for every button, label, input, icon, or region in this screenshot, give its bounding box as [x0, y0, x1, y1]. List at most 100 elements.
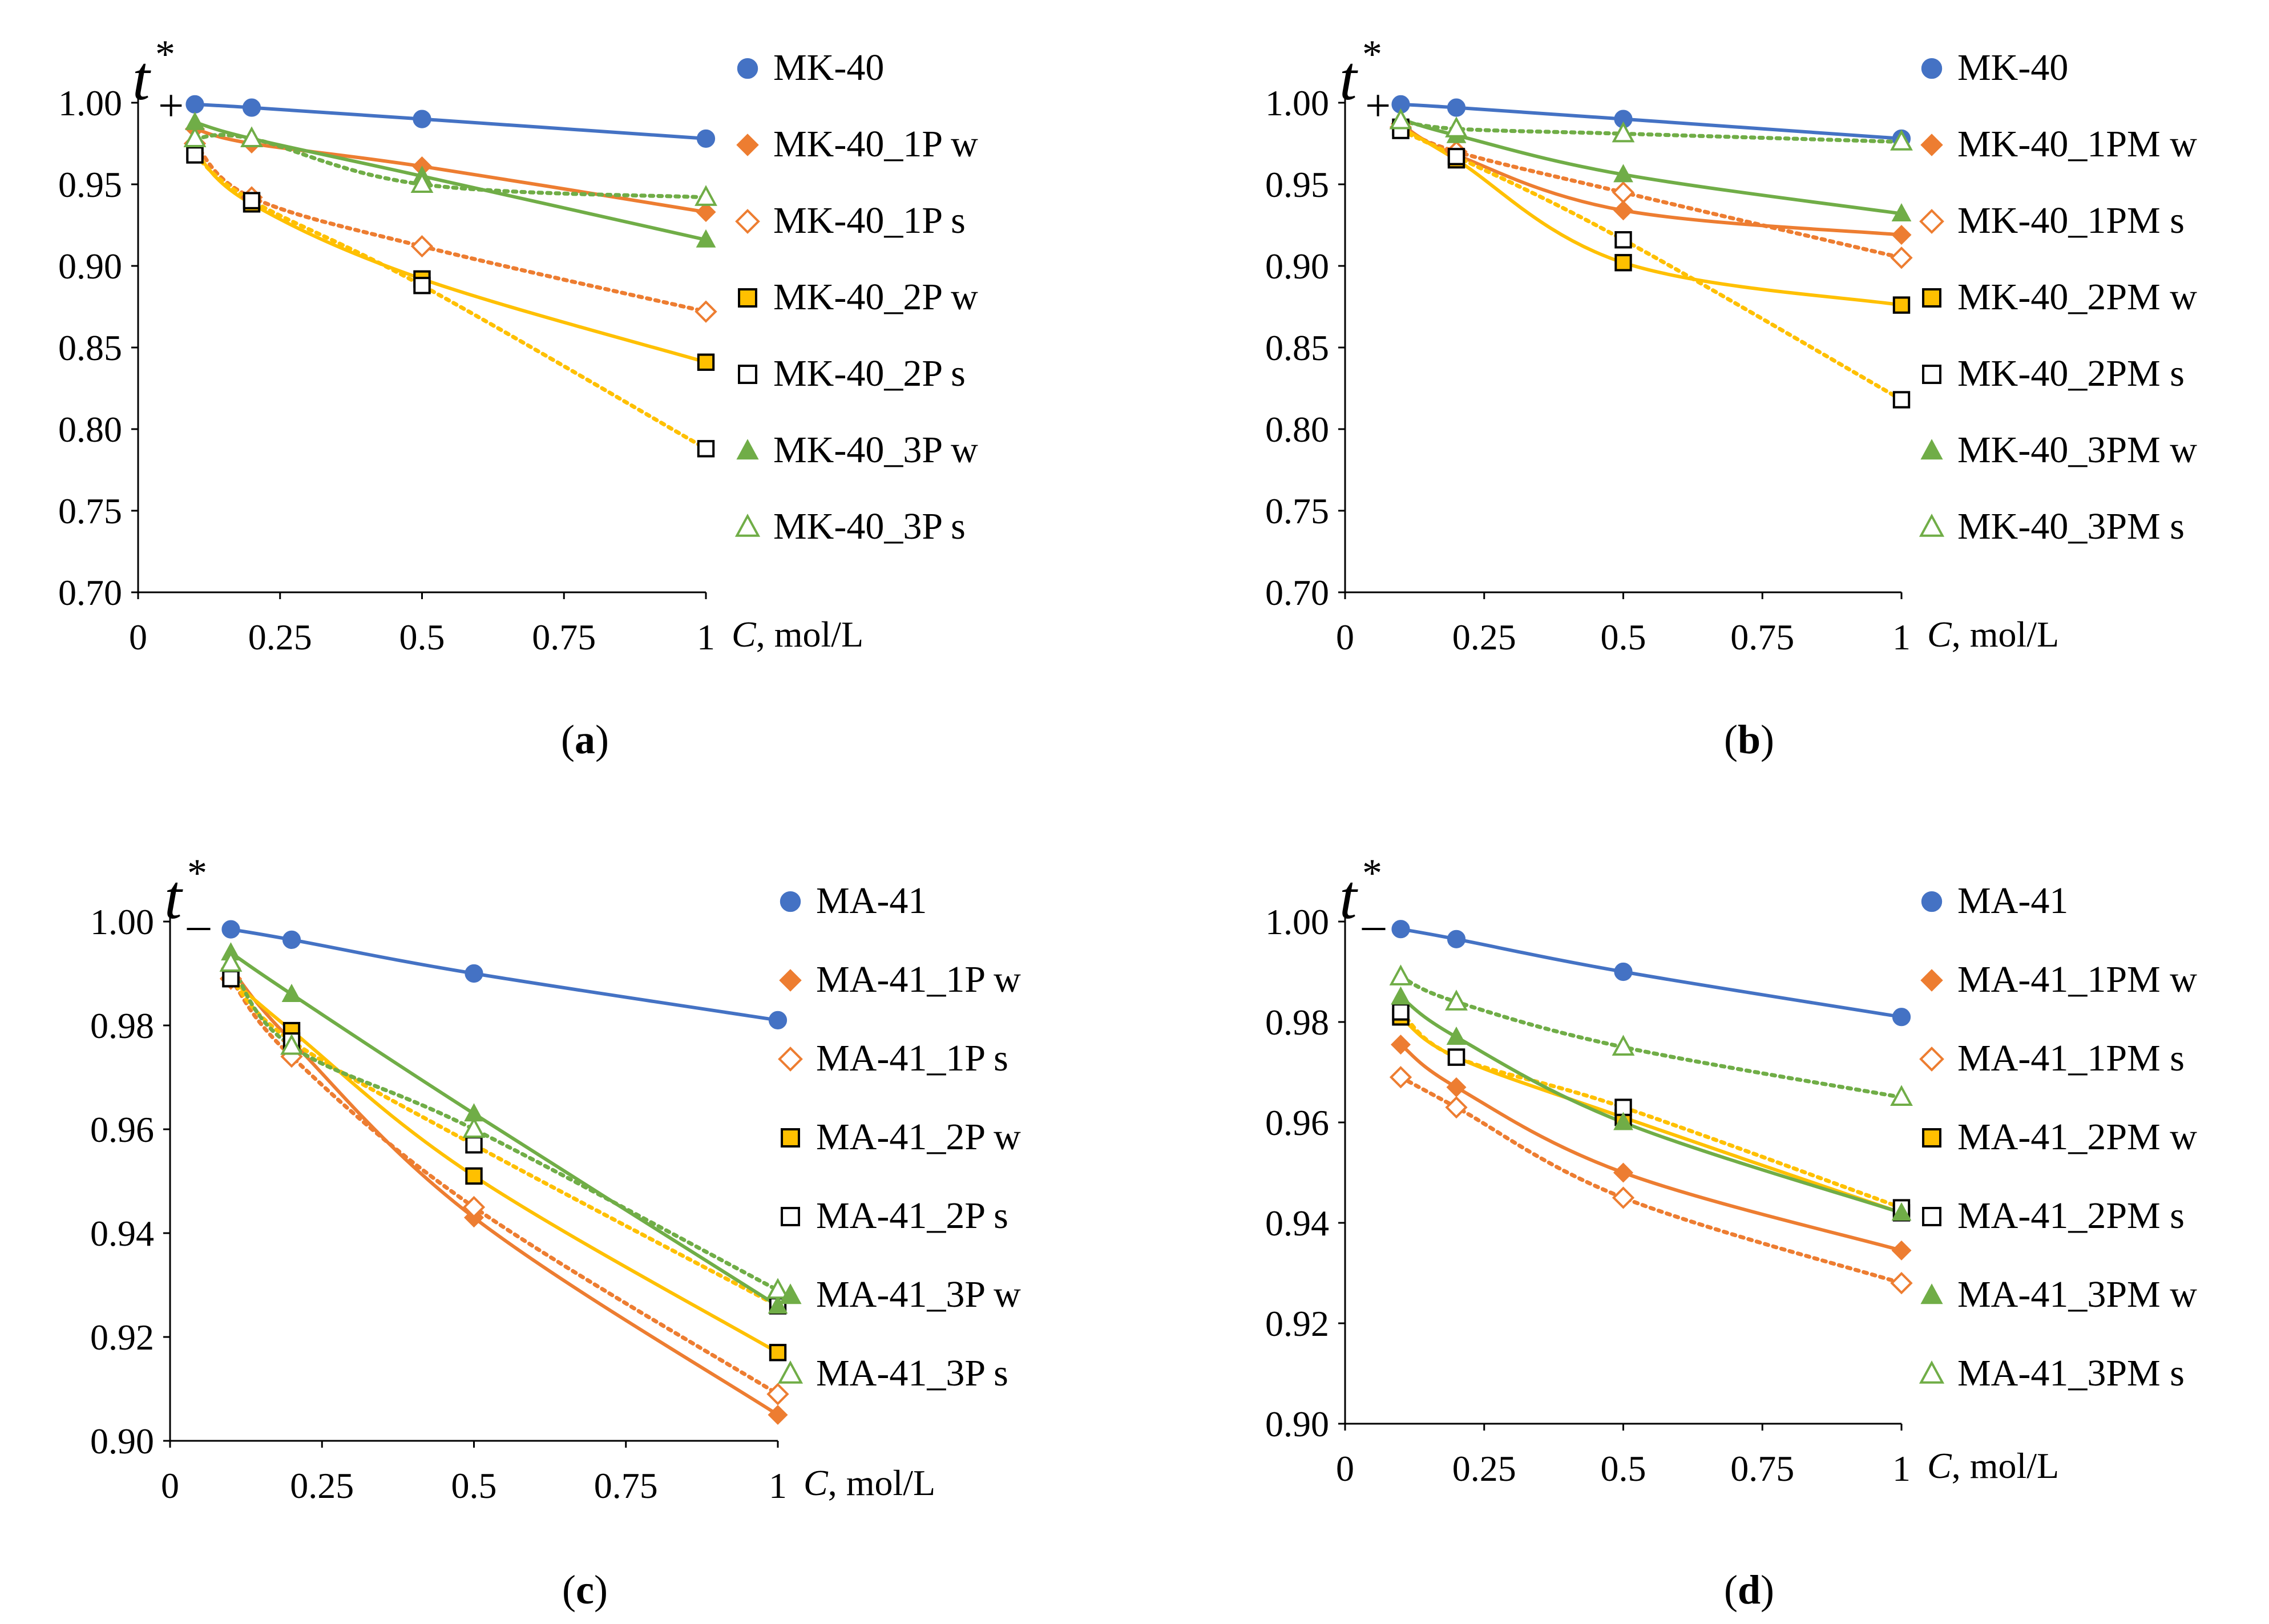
- data-point-series-6: [1612, 121, 1635, 143]
- legend-entry-4: MA-41_2PM s: [1957, 1195, 2185, 1237]
- y-tick-label: 1.00: [1265, 83, 1329, 123]
- data-point-series-0: [413, 110, 431, 128]
- legend-marker-0: [1921, 891, 1943, 912]
- y-tick-label: 0.80: [1265, 409, 1329, 450]
- series-line-1: [1399, 1043, 1902, 1253]
- y-tick-label: 0.94: [1265, 1203, 1329, 1243]
- y-axis-label-subscript: –: [187, 900, 211, 950]
- data-point-series-4: [1392, 1003, 1410, 1021]
- data-point-series-5: [1891, 203, 1912, 222]
- y-axis-label-superscript: *: [155, 33, 175, 76]
- data-point-series-5: [1891, 1202, 1912, 1221]
- data-point-series-2: [695, 300, 717, 323]
- y-tick-label: 0.90: [58, 246, 122, 286]
- data-point-series-6: [1389, 964, 1412, 985]
- legend-entry-0: MA-41: [816, 880, 927, 922]
- y-tick-label: 0.98: [90, 1005, 154, 1046]
- y-axis-label-superscript: *: [187, 851, 207, 895]
- y-tick-label: 0.70: [58, 572, 122, 613]
- legend-entry-5: MK-40_3P w: [773, 429, 978, 471]
- y-tick-label: 1.00: [58, 83, 122, 123]
- y-tick-label: 1.00: [90, 902, 154, 942]
- legend-marker-3: [1922, 288, 1941, 308]
- legend-entry-2: MK-40_1P s: [773, 200, 966, 241]
- x-axis-label: C, mol/L: [804, 1463, 935, 1503]
- y-axis-label-superscript: *: [1362, 851, 1382, 895]
- data-point-series-0: [465, 964, 483, 983]
- series-line-6: [193, 133, 708, 200]
- panel-letter: b: [1738, 717, 1761, 762]
- series-line-0: [1400, 102, 1902, 140]
- y-axis-label: t: [132, 43, 151, 113]
- panel-letter: d: [1738, 1567, 1761, 1613]
- data-point-series-2: [1890, 1271, 1913, 1295]
- data-point-series-2: [1612, 181, 1635, 204]
- data-point-series-0: [221, 920, 240, 939]
- y-tick-label: 0.70: [1265, 572, 1329, 613]
- legend-marker-2: [1919, 209, 1944, 234]
- legend-marker-3: [1922, 1128, 1941, 1148]
- series-line-5: [1399, 995, 1902, 1215]
- x-axis-unit: , mol/L: [1952, 614, 2059, 655]
- legend-marker-5: [1920, 1283, 1943, 1304]
- legend-entry-1: MA-41_1PM w: [1957, 959, 2197, 1000]
- data-point-series-4: [1892, 391, 1911, 409]
- y-tick-label: 0.85: [58, 328, 122, 368]
- legend-entry-2: MK-40_1PM s: [1957, 200, 2185, 241]
- x-axis-label: C, mol/L: [1927, 1445, 2059, 1486]
- legend-marker-2: [1919, 1047, 1944, 1072]
- legend-marker-5: [779, 1283, 802, 1304]
- legend-entry-1: MA-41_1P w: [816, 959, 1021, 1000]
- data-point-series-4: [243, 192, 261, 209]
- y-tick-label: 0.94: [90, 1213, 154, 1254]
- data-point-series-6: [280, 1033, 303, 1055]
- x-axis-unit: , mol/L: [828, 1463, 935, 1503]
- x-tick-label: 0: [1336, 1448, 1354, 1489]
- data-point-series-3: [1614, 254, 1632, 272]
- y-tick-label: 0.90: [1265, 246, 1329, 286]
- x-axis-label: C, mol/L: [1927, 614, 2059, 655]
- legend-marker-2: [735, 209, 760, 234]
- legend-entry-4: MA-41_2P s: [816, 1195, 1008, 1237]
- legend-entry-6: MK-40_3P s: [773, 506, 966, 547]
- series-line-5: [194, 120, 706, 242]
- x-axis-variable: C: [1927, 614, 1952, 655]
- chart-panel-d: 0.90 0.92 0.94 0.96 0.98 1.00 0 0.25 0.5 0.75 1 t * –…: [1265, 851, 2197, 1613]
- y-tick-label: 1.00: [1265, 902, 1329, 942]
- y-tick-label: 0.80: [58, 409, 122, 450]
- legend-marker-5: [1920, 439, 1943, 460]
- panel-letter: a: [575, 717, 595, 762]
- x-tick-label: 0.75: [1730, 1448, 1794, 1489]
- data-point-series-4: [413, 277, 431, 294]
- series-line-0: [1400, 927, 1902, 1019]
- x-axis-variable: C: [732, 614, 757, 655]
- legend-entry-2: MA-41_1P s: [816, 1037, 1008, 1079]
- data-point-series-4: [697, 440, 715, 458]
- data-point-series-4: [1447, 148, 1465, 165]
- legend-marker-2: [778, 1047, 803, 1072]
- x-tick-label: 0.75: [1730, 617, 1794, 657]
- data-point-series-6: [1389, 108, 1412, 130]
- x-tick-label: 1: [769, 1465, 787, 1506]
- data-point-series-2: [1389, 1066, 1412, 1089]
- x-tick-label: 0.25: [248, 617, 312, 657]
- data-point-series-6: [1445, 116, 1468, 138]
- data-point-series-1: [1613, 1162, 1634, 1183]
- data-point-series-4: [186, 146, 204, 164]
- x-tick-label: 0.25: [1452, 617, 1516, 657]
- y-tick-label: 0.98: [1265, 1002, 1329, 1043]
- data-point-series-2: [1445, 1096, 1468, 1119]
- y-tick-label: 0.95: [1265, 164, 1329, 205]
- data-point-series-1: [1891, 225, 1912, 245]
- data-point-series-1: [768, 1404, 788, 1425]
- y-axis-label: t: [1339, 862, 1358, 932]
- legend-marker-0: [1921, 58, 1943, 79]
- panel-label: (d): [1724, 1567, 1774, 1613]
- series-line-2: [1399, 125, 1904, 260]
- legend-marker-1: [736, 134, 759, 156]
- series-line-4: [193, 153, 708, 451]
- y-axis-label-subscript: –: [1362, 900, 1386, 950]
- data-point-series-0: [1614, 962, 1633, 981]
- x-tick-label: 0: [1336, 617, 1354, 657]
- series-line-3: [1399, 126, 1902, 307]
